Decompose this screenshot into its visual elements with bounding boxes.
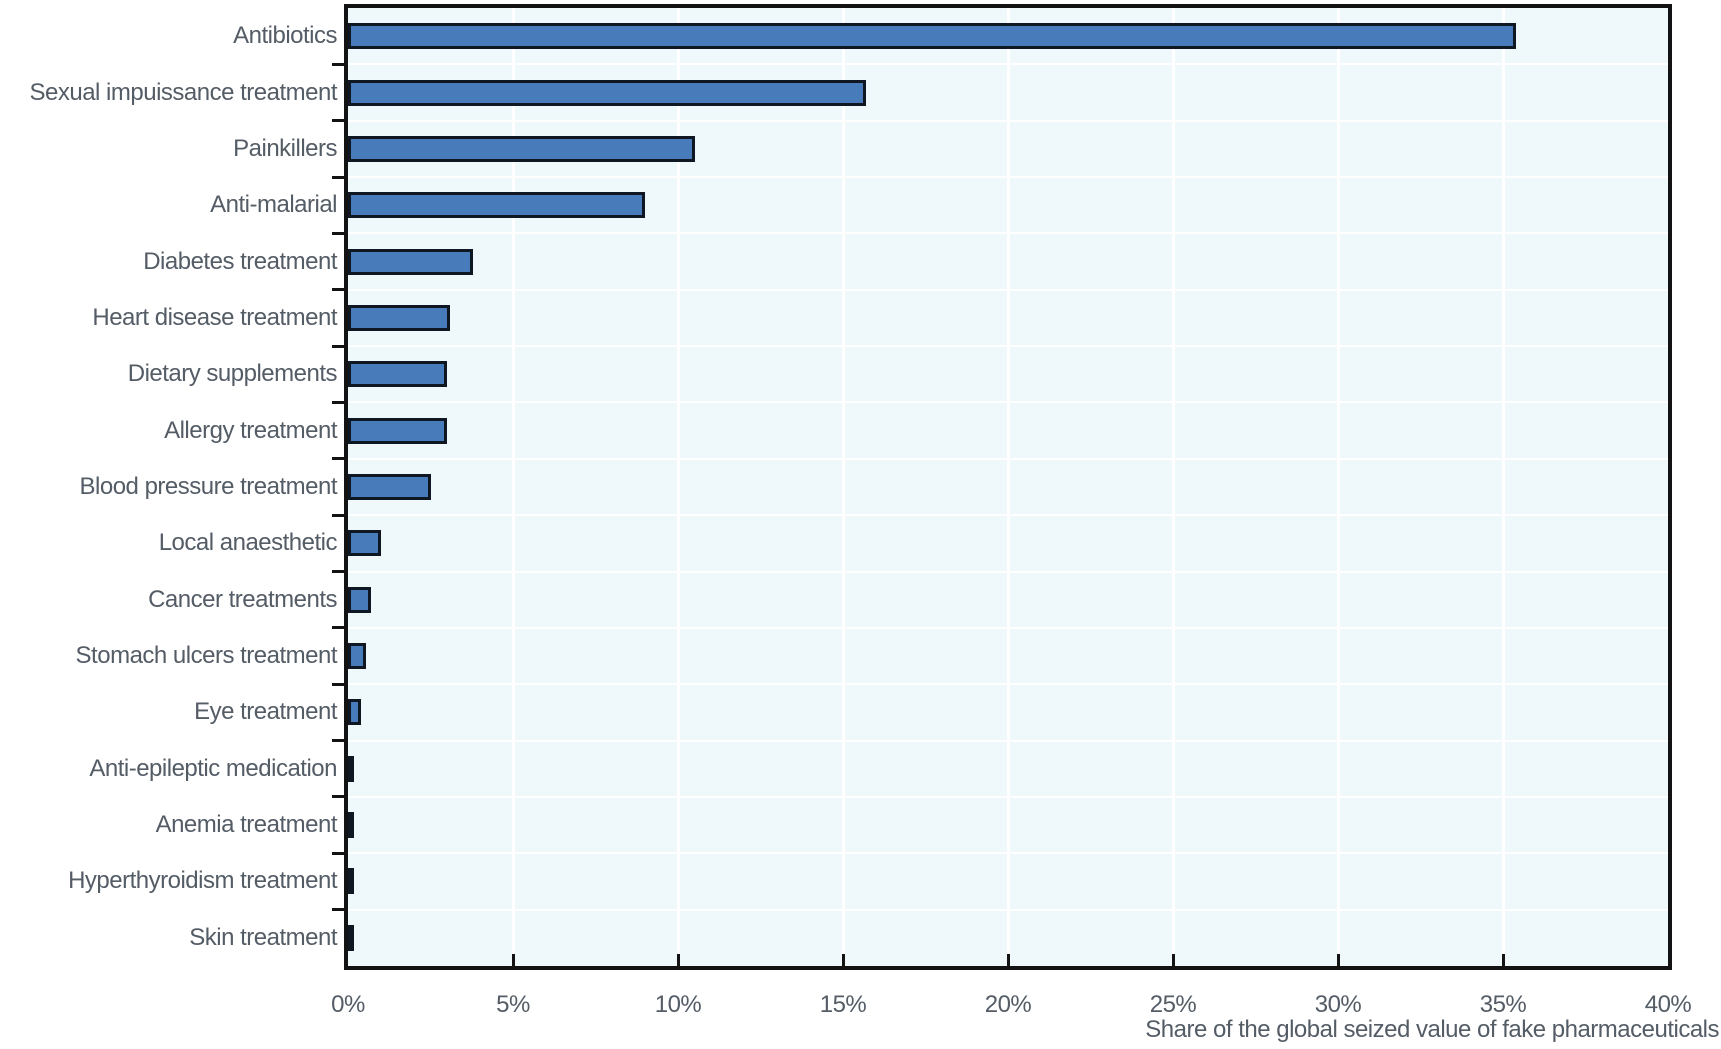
vertical-gridline bbox=[1171, 8, 1175, 966]
y-axis-tick bbox=[332, 288, 344, 292]
category-label: Local anaesthetic bbox=[158, 529, 338, 557]
bar-stomach-ulcers-treatment bbox=[348, 643, 367, 670]
x-tick-label: 35% bbox=[1479, 991, 1527, 1018]
horizontal-gridline bbox=[348, 119, 1668, 122]
vertical-gridline bbox=[1006, 8, 1010, 966]
bar-sexual-impuissance-treatment bbox=[348, 79, 867, 106]
x-tick-label: 30% bbox=[1314, 991, 1362, 1018]
bar-eye-treatment bbox=[348, 699, 362, 726]
bar-anemia-treatment bbox=[348, 812, 354, 839]
category-label: Stomach ulcers treatment bbox=[75, 642, 338, 670]
horizontal-gridline bbox=[348, 852, 1668, 855]
category-label: Cancer treatments bbox=[148, 585, 337, 613]
x-tick-label: 15% bbox=[819, 991, 867, 1018]
horizontal-gridline bbox=[348, 176, 1668, 179]
x-tick-label: 0% bbox=[331, 991, 365, 1018]
bar-blood-pressure-treatment bbox=[348, 474, 431, 500]
y-axis-tick bbox=[332, 682, 344, 686]
category-label: Anemia treatment bbox=[155, 811, 338, 839]
horizontal-gridline bbox=[348, 739, 1668, 742]
x-tick-label: 5% bbox=[496, 991, 530, 1018]
bar-anti-epileptic-medication bbox=[348, 755, 354, 782]
bar-local-anaesthetic bbox=[348, 530, 381, 557]
category-label: Anti-epileptic medication bbox=[89, 754, 337, 782]
vertical-gridline bbox=[841, 8, 845, 966]
x-axis-tick bbox=[676, 954, 680, 966]
horizontal-gridline bbox=[348, 232, 1668, 235]
horizontal-gridline bbox=[348, 683, 1668, 686]
y-axis-tick bbox=[332, 231, 344, 235]
y-axis-tick bbox=[332, 626, 344, 630]
category-label: Eye treatment bbox=[194, 698, 337, 726]
horizontal-gridline bbox=[348, 570, 1668, 573]
x-axis-tick bbox=[1336, 954, 1340, 966]
bar-diabetes-treatment bbox=[348, 248, 474, 275]
x-axis-tick bbox=[1501, 954, 1505, 966]
bar-anti-malarial bbox=[348, 192, 645, 219]
bar-heart-disease-treatment bbox=[348, 304, 451, 331]
category-label: Antibiotics bbox=[233, 22, 337, 50]
vertical-gridline bbox=[676, 8, 680, 966]
horizontal-gridline bbox=[348, 345, 1668, 348]
x-axis-tick bbox=[841, 954, 845, 966]
y-axis-tick bbox=[332, 795, 344, 799]
x-axis-tick bbox=[1171, 954, 1175, 966]
y-axis-tick bbox=[332, 739, 344, 743]
horizontal-gridline bbox=[348, 401, 1668, 404]
category-label: Anti-malarial bbox=[210, 191, 337, 219]
y-axis-tick bbox=[332, 851, 344, 855]
category-label: Blood pressure treatment bbox=[79, 473, 338, 500]
x-axis-tick bbox=[511, 954, 515, 966]
bar-skin-treatment bbox=[348, 924, 354, 951]
x-axis-tick bbox=[1006, 954, 1010, 966]
y-axis-tick bbox=[332, 344, 344, 348]
x-tick-label: 10% bbox=[654, 991, 702, 1018]
bar-antibiotics bbox=[348, 23, 1517, 50]
y-axis-tick bbox=[332, 908, 344, 912]
y-axis-tick bbox=[332, 119, 344, 123]
bar-painkillers bbox=[348, 135, 695, 162]
category-label: Heart disease treatment bbox=[92, 303, 337, 331]
y-axis-tick bbox=[332, 175, 344, 179]
vertical-gridline bbox=[1336, 8, 1340, 966]
horizontal-gridline bbox=[348, 908, 1668, 911]
horizontal-gridline bbox=[348, 514, 1668, 517]
category-label: Hyperthyroidism treatment bbox=[68, 867, 337, 895]
x-axis-title: Share of the global seized value of fake… bbox=[1145, 1016, 1719, 1043]
category-label: Dietary supplements bbox=[127, 360, 338, 388]
horizontal-gridline bbox=[348, 288, 1668, 291]
category-label: Sexual impuissance treatment bbox=[29, 78, 338, 106]
horizontal-gridline bbox=[348, 457, 1668, 460]
x-tick-label: 20% bbox=[984, 991, 1032, 1018]
x-tick-label: 25% bbox=[1149, 991, 1197, 1018]
bar-cancer-treatments bbox=[348, 586, 372, 613]
horizontal-gridline bbox=[348, 795, 1668, 798]
x-tick-label: 40% bbox=[1644, 991, 1692, 1018]
vertical-gridline bbox=[511, 8, 515, 966]
y-axis-tick bbox=[332, 570, 344, 574]
category-label: Painkillers bbox=[233, 134, 337, 162]
bar-hyperthyroidism-treatment bbox=[348, 868, 354, 895]
y-axis-tick bbox=[332, 513, 344, 517]
vertical-gridline bbox=[1501, 8, 1505, 966]
horizontal-gridline bbox=[348, 63, 1668, 66]
bar-dietary-supplements bbox=[348, 361, 447, 388]
bar-allergy-treatment bbox=[348, 417, 447, 444]
plot-inner bbox=[348, 8, 1668, 966]
y-axis-tick bbox=[332, 457, 344, 461]
plot-area bbox=[344, 4, 1672, 970]
category-label: Skin treatment bbox=[189, 923, 337, 951]
y-axis-tick bbox=[332, 62, 344, 66]
category-label: Allergy treatment bbox=[164, 416, 337, 444]
horizontal-gridline bbox=[348, 626, 1668, 629]
category-label: Diabetes treatment bbox=[143, 247, 337, 275]
y-axis-tick bbox=[332, 400, 344, 404]
